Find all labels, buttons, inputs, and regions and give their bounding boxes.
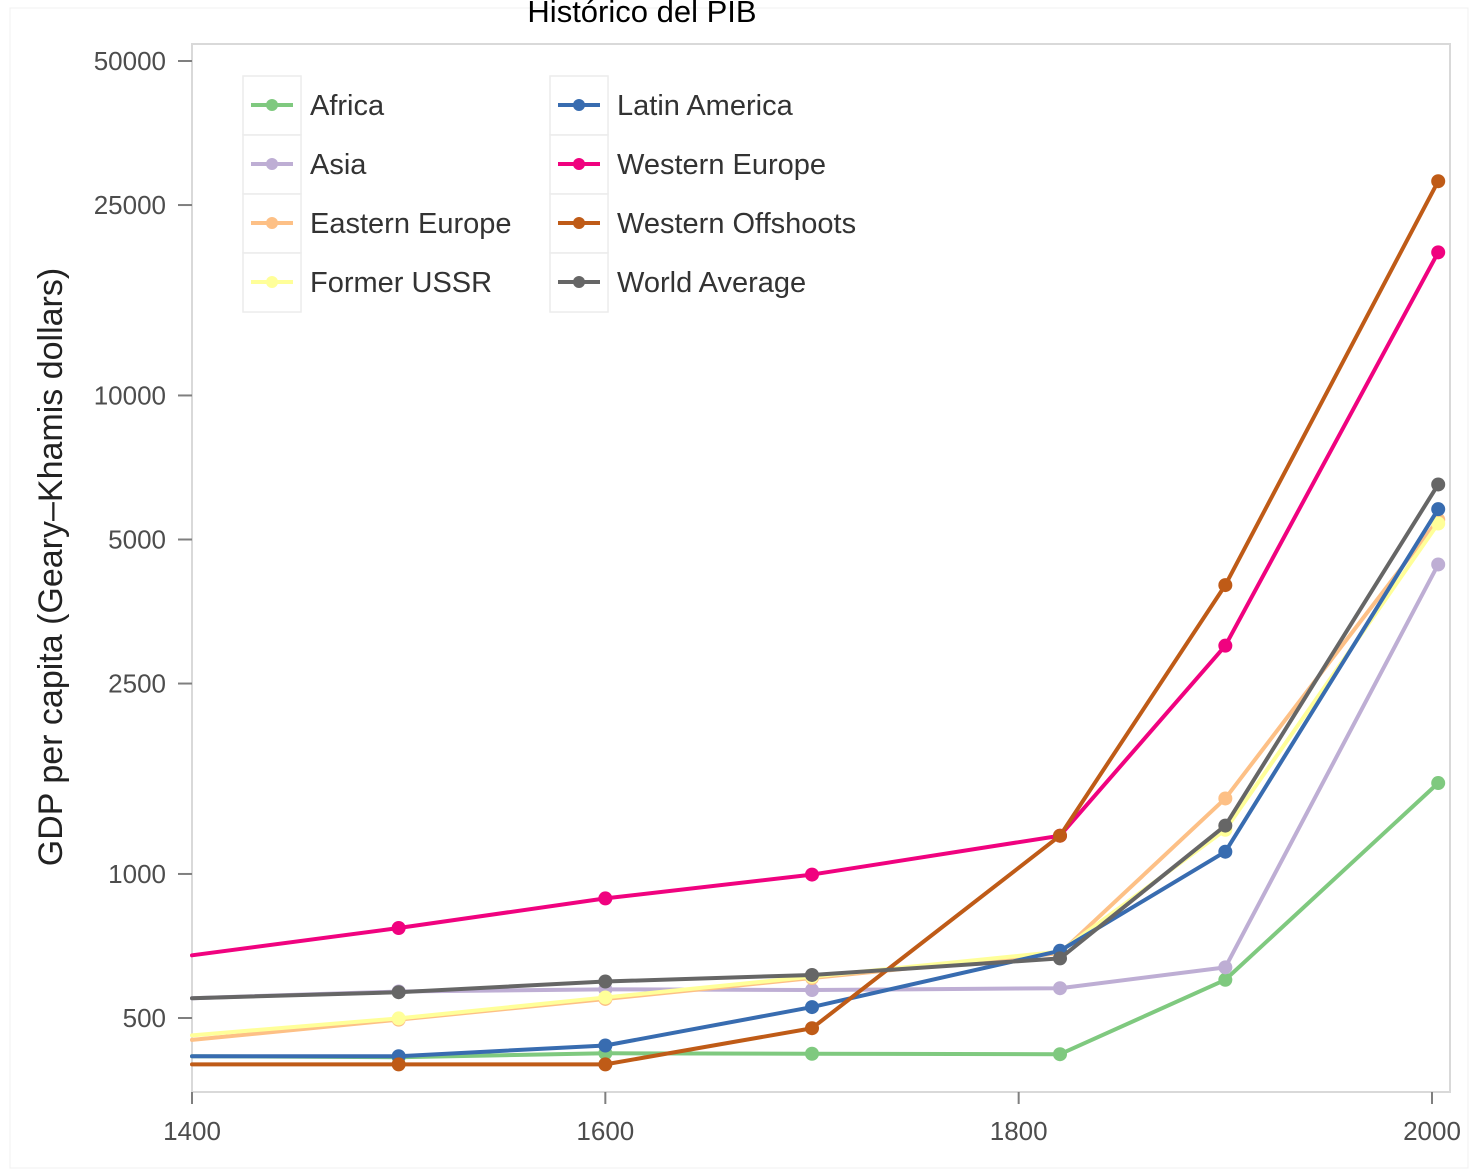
data-point-world-average [391,985,406,1000]
chart-title: Histórico del PIB [527,0,756,29]
data-point-world-average [1053,951,1067,966]
data-point-africa [1053,1047,1067,1062]
series-layer [190,174,1446,1072]
y-axis: 500 1000 2500 5000 10000 25000 50000 [94,46,192,1033]
legend-key-point [266,158,278,170]
legend-label: World Average [617,267,806,299]
data-point-former-ussr [1431,516,1446,531]
data-point-asia [1218,960,1233,975]
legend-label: Africa [310,90,385,122]
data-point-africa [805,1046,819,1061]
data-point-africa [1431,776,1446,791]
chart-background [9,7,1469,1169]
data-point-former-ussr [598,990,613,1005]
legend-key-point [573,158,585,170]
legend-label: Former USSR [310,267,492,299]
legend-item-western-europe: Western Europe [549,134,826,195]
data-point-western-offshoots [1431,174,1446,189]
data-point-western-offshoots [805,1021,819,1036]
y-tick-label: 2500 [108,669,166,699]
x-tick-label: 2000 [1403,1116,1461,1146]
data-point-western-offshoots [1218,578,1233,593]
data-point-asia [805,983,819,998]
y-axis-title: GDP per capita (Geary–Khamis dollars) [32,268,70,866]
y-tick-label: 500 [123,1003,166,1033]
data-point-western-europe [391,921,406,936]
data-point-eastern-europe [1218,791,1233,806]
data-point-western-europe [805,867,819,882]
y-tick-label: 10000 [94,380,166,410]
legend-item-africa: Africa [242,75,385,136]
x-tick-label: 1600 [576,1116,634,1146]
x-tick-label: 1800 [990,1116,1048,1146]
series-western-europe [190,245,1446,958]
legend-key-point [573,99,585,111]
data-point-world-average [805,967,819,982]
legend-key-point [573,217,585,229]
data-point-world-average [598,974,613,989]
legend-key-point [266,99,278,111]
data-point-asia [1431,557,1446,572]
data-point-world-average [1218,818,1233,833]
data-point-western-europe [1431,245,1446,260]
x-axis: 1400 1600 1800 2000 [163,1092,1461,1146]
y-tick-label: 1000 [108,859,166,889]
plot-panel [191,43,1451,1093]
legend-key-point [573,276,585,288]
series-world-average [190,477,1446,1001]
y-tick-label: 25000 [94,190,166,220]
data-point-western-europe [1218,638,1233,653]
legend: Africa Asia Eastern Europe Former USSR Latin… [242,75,856,313]
x-tick-label: 1400 [163,1116,221,1146]
data-point-asia [1053,981,1067,996]
legend-label: Asia [310,149,367,181]
data-point-western-europe [598,891,613,906]
data-point-africa [1218,972,1233,987]
y-tick-label: 50000 [94,46,166,76]
data-point-western-offshoots [598,1057,613,1072]
legend-label: Eastern Europe [310,208,512,240]
legend-label: Western Europe [617,149,826,181]
data-point-latin-america [1431,502,1446,517]
data-point-latin-america [598,1038,613,1053]
legend-item-world-average: World Average [549,252,806,313]
legend-key-point [266,276,278,288]
legend-item-former-ussr: Former USSR [242,252,492,313]
legend-item-eastern-europe: Eastern Europe [242,193,512,254]
data-point-latin-america [1218,844,1233,859]
legend-label: Western Offshoots [617,208,856,240]
legend-label: Latin America [617,90,794,122]
series-western-offshoots [190,174,1446,1072]
data-point-former-ussr [391,1011,406,1026]
data-point-western-offshoots [391,1057,406,1072]
data-point-world-average [1431,477,1446,492]
data-point-latin-america [805,1000,819,1015]
data-point-western-offshoots [1053,828,1067,843]
y-tick-label: 5000 [108,525,166,555]
legend-item-asia: Asia [242,134,367,195]
legend-key-point [266,217,278,229]
